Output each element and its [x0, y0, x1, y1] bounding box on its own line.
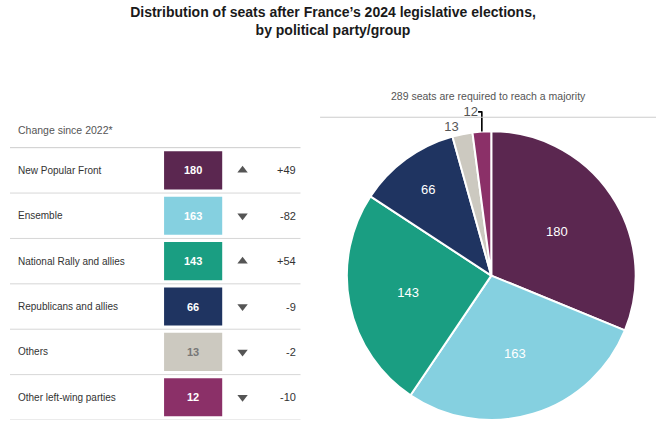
- svg-text:180: 180: [546, 224, 568, 239]
- svg-text:Distribution of seats after Fr: Distribution of seats after France’s 202…: [130, 4, 536, 38]
- svg-text:66: 66: [421, 182, 435, 197]
- svg-text:Others: Others: [18, 346, 48, 357]
- svg-text:Other left-wing parties: Other left-wing parties: [18, 392, 116, 403]
- svg-text:66: 66: [187, 301, 199, 313]
- svg-text:-10: -10: [280, 391, 296, 403]
- svg-text:13: 13: [187, 346, 199, 358]
- svg-text:13: 13: [444, 119, 458, 134]
- svg-text:Ensemble: Ensemble: [18, 210, 63, 221]
- svg-text:-82: -82: [280, 210, 296, 222]
- svg-text:National Rally and allies: National Rally and allies: [18, 256, 125, 267]
- svg-text:143: 143: [397, 285, 419, 300]
- svg-text:163: 163: [184, 210, 202, 222]
- svg-text:Change since 2022*: Change since 2022*: [18, 124, 113, 136]
- svg-text:+54: +54: [277, 255, 296, 267]
- svg-text:-2: -2: [286, 346, 296, 358]
- svg-text:Republicans and allies: Republicans and allies: [18, 301, 118, 312]
- svg-text:12: 12: [187, 391, 199, 403]
- svg-text:163: 163: [504, 346, 526, 361]
- svg-text:180: 180: [184, 164, 202, 176]
- svg-text:289 seats are required to reac: 289 seats are required to reach a majori…: [391, 90, 586, 102]
- svg-text:-9: -9: [286, 301, 296, 313]
- svg-text:12: 12: [464, 104, 478, 119]
- svg-text:143: 143: [184, 255, 202, 267]
- svg-text:+49: +49: [277, 164, 296, 176]
- svg-text:New Popular Front: New Popular Front: [18, 165, 102, 176]
